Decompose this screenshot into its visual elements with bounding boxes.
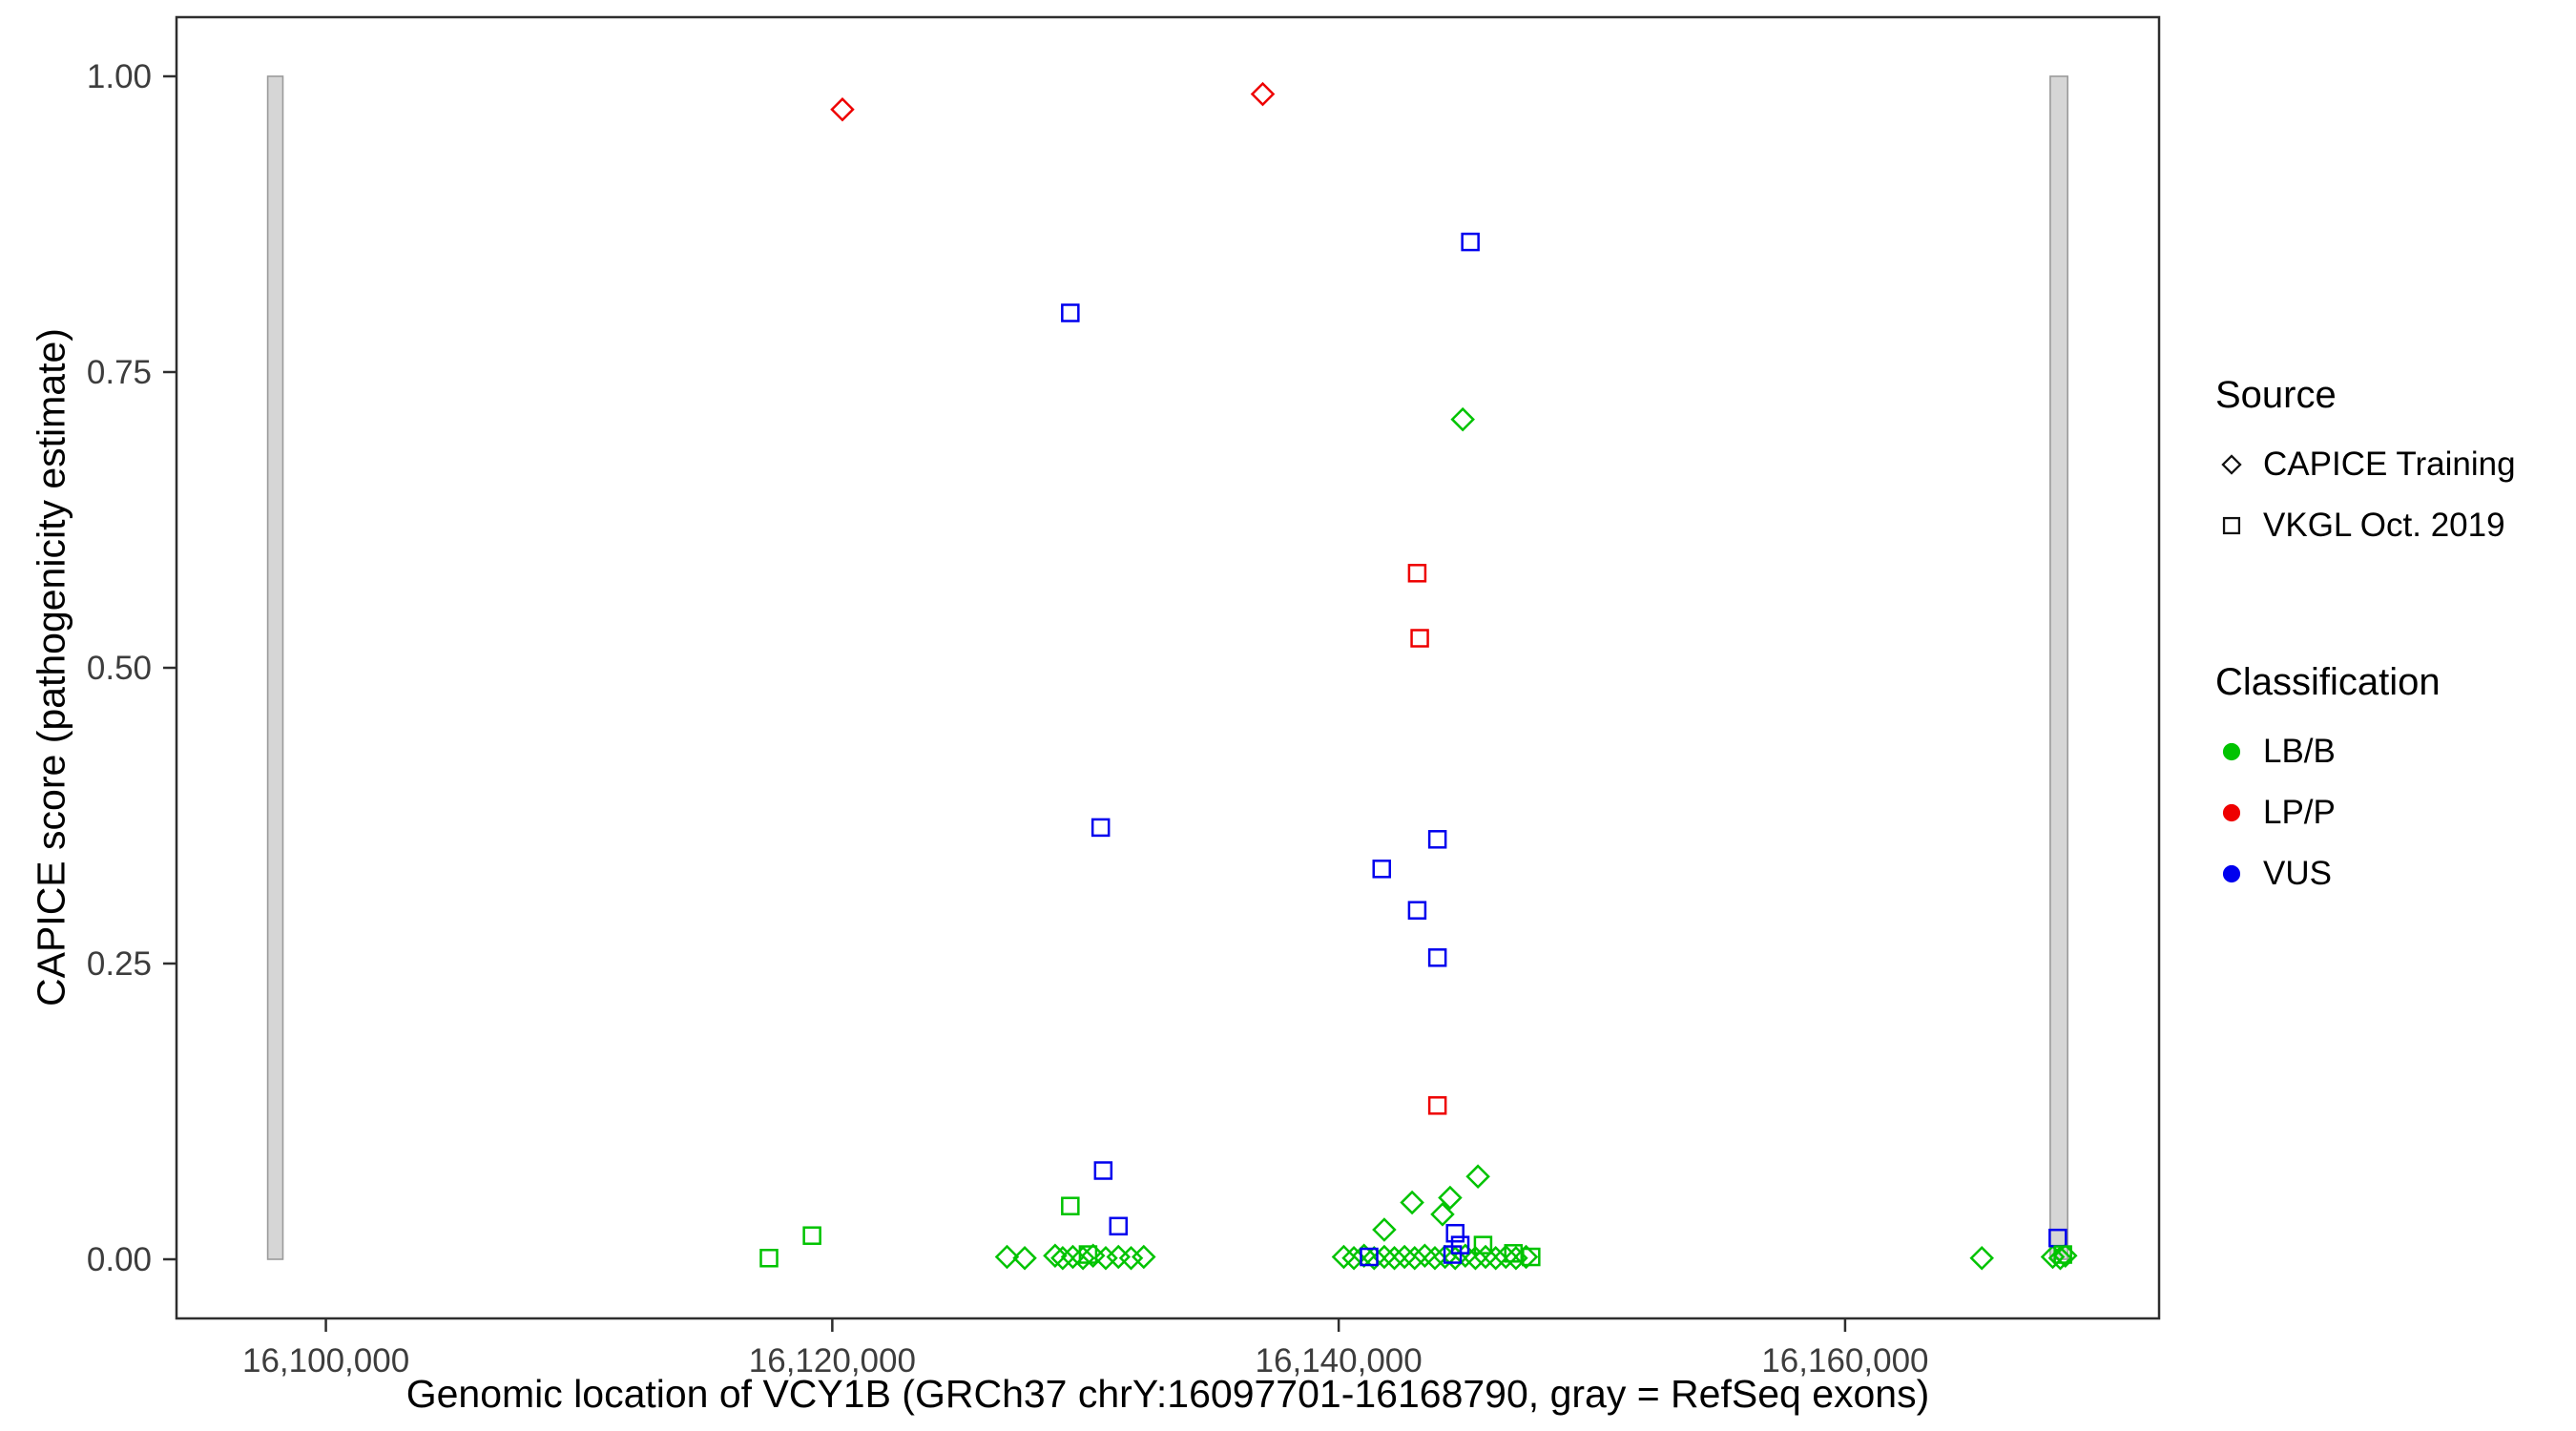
data-point-square: [1473, 1235, 1493, 1255]
legend-item-vus: VUS: [2215, 843, 2573, 904]
y-tick-label: 0.75: [87, 354, 152, 391]
data-point-diamond: [830, 96, 855, 122]
data-point-diamond: [1463, 1245, 1488, 1271]
plot-panel-border: [175, 15, 2161, 1320]
y-axis-title: CAPICE score (pathogenicity estimate): [29, 328, 73, 1007]
data-point-square: [802, 1226, 821, 1245]
x-tick-label: 16,140,000: [1256, 1342, 1423, 1379]
data-point-square: [1410, 629, 1429, 648]
dot-glyph: [2222, 803, 2241, 822]
data-point-square: [1443, 1245, 1463, 1264]
data-point-diamond: [1513, 1244, 1539, 1270]
data-point-diamond: [2047, 1245, 2073, 1271]
data-point-square: [1427, 948, 1447, 967]
data-point-diamond: [1430, 1202, 1455, 1227]
data-point-square: [1061, 303, 1080, 322]
data-point-diamond: [1132, 1244, 1156, 1270]
data-point-diamond: [1361, 1245, 1387, 1271]
square-glyph: [2222, 516, 2241, 535]
data-point-square: [1093, 1161, 1113, 1180]
legend-item-label: CAPICE Training: [2263, 446, 2516, 483]
data-point-diamond: [1012, 1245, 1037, 1271]
x-axis-title: Genomic location of VCY1B (GRCh37 chrY:1…: [405, 1372, 1930, 1416]
data-point-diamond: [2040, 1244, 2066, 1270]
data-point-square: [1427, 830, 1447, 849]
data-point-diamond: [1250, 81, 1276, 107]
data-point-diamond: [1438, 1185, 1463, 1211]
square-icon: [2222, 516, 2241, 535]
data-point-square: [1091, 818, 1111, 838]
x-tick-label: 16,160,000: [1761, 1342, 1928, 1379]
data-point-square: [1061, 1196, 1080, 1215]
dot-icon: [2222, 864, 2241, 883]
data-point-square: [2053, 1245, 2072, 1264]
x-tick-label: 16,100,000: [242, 1342, 409, 1379]
data-point-diamond: [1450, 406, 1475, 432]
data-point-square: [1504, 1244, 1524, 1263]
data-point-diamond: [1423, 1245, 1447, 1271]
legend-item-label: LB/B: [2263, 733, 2336, 770]
legend-item-lb-b: LB/B: [2215, 721, 2573, 782]
legend-item-vkgl-oct-2019: VKGL Oct. 2019: [2215, 495, 2573, 556]
legend: Source CAPICE Training VKGL Oct. 2019 Cla…: [2215, 374, 2573, 904]
y-tick-label: 0.25: [87, 945, 152, 983]
data-point-square: [1407, 564, 1427, 583]
legend-item-label: VKGL Oct. 2019: [2263, 507, 2505, 544]
data-point-square: [1407, 901, 1427, 920]
data-point-diamond: [1372, 1217, 1397, 1242]
data-point-diamond: [1969, 1245, 1994, 1271]
data-point-diamond: [1043, 1243, 1068, 1269]
data-point-diamond: [1400, 1190, 1424, 1215]
data-point-square: [1461, 232, 1480, 252]
legend-source-title: Source: [2215, 374, 2337, 416]
legend-item-label: VUS: [2263, 855, 2332, 892]
data-point-diamond: [1118, 1245, 1144, 1271]
legend-classification-title: Classification: [2215, 661, 2441, 703]
data-point-square: [1109, 1216, 1128, 1236]
legend-source-group: Source CAPICE Training VKGL Oct. 2019: [2215, 374, 2573, 556]
legend-classification-items: LB/B LP/P VUS: [2215, 721, 2573, 904]
y-tick-label: 1.00: [87, 58, 152, 95]
data-point-diamond: [1070, 1245, 1095, 1271]
data-point-square: [1522, 1247, 1541, 1267]
legend-item-lp-p: LP/P: [2215, 782, 2573, 843]
data-point-diamond: [994, 1244, 1020, 1270]
diamond-icon: [2221, 454, 2242, 475]
dot-icon: [2222, 742, 2241, 761]
dot-glyph: [2222, 742, 2241, 761]
data-point-diamond: [2053, 1243, 2078, 1269]
refseq-exon-bar: [2049, 75, 2068, 1260]
data-point-diamond: [1443, 1245, 1467, 1271]
dot-glyph: [2222, 864, 2241, 883]
legend-classification-group: Classification LB/B LP/P VUS: [2215, 661, 2573, 904]
data-point-diamond: [1412, 1243, 1438, 1269]
data-point-square: [759, 1249, 779, 1268]
refseq-exon-bar: [266, 75, 284, 1260]
data-point-diamond: [1483, 1245, 1508, 1271]
data-point-square: [1427, 1096, 1447, 1115]
legend-item-capice-training: CAPICE Training: [2215, 434, 2573, 495]
y-tick-label: 0.50: [87, 650, 152, 687]
data-point-square: [1360, 1247, 1379, 1267]
data-point-diamond: [1465, 1164, 1490, 1189]
data-point-square: [1372, 860, 1392, 879]
data-point-diamond: [1402, 1245, 1427, 1271]
y-tick-label: 0.00: [87, 1241, 152, 1278]
data-point-diamond: [1050, 1245, 1075, 1271]
data-point-diamond: [1392, 1244, 1417, 1270]
diamond-glyph: [2221, 454, 2242, 475]
dot-icon: [2222, 803, 2241, 822]
data-point-diamond: [1493, 1244, 1519, 1270]
data-point-square: [1078, 1245, 1098, 1264]
legend-item-label: LP/P: [2263, 794, 2336, 831]
data-point-diamond: [1093, 1245, 1118, 1271]
data-point-diamond: [1381, 1245, 1407, 1271]
data-point-diamond: [1331, 1244, 1357, 1270]
data-point-square: [1445, 1223, 1465, 1243]
legend-source-items: CAPICE Training VKGL Oct. 2019: [2215, 434, 2573, 556]
x-tick-label: 16,120,000: [749, 1342, 916, 1379]
